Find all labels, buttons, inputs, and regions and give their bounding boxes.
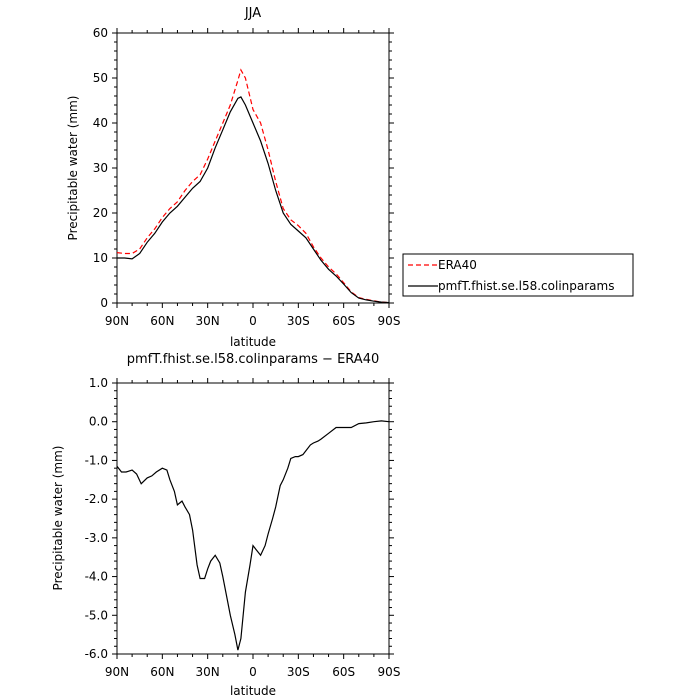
top-x-tick-label: 90S (378, 314, 401, 328)
top-y-tick-label: 40 (93, 116, 108, 130)
legend-box (402, 253, 634, 297)
top-y-tick-label: 60 (93, 26, 108, 40)
legend: ERA40 pmfT.fhist.se.l58.colinparams (402, 253, 634, 297)
top-x-tick-label: 30S (287, 314, 310, 328)
bottom-x-tick-label: 30N (196, 665, 220, 679)
bottom-x-tick-label: 60S (332, 665, 355, 679)
bottom-y-tick-label: -6.0 (85, 647, 108, 661)
top-y-axis-label: Precipitable water (mm) (66, 96, 80, 241)
bottom-y-axis-label: Precipitable water (mm) (51, 446, 65, 591)
bottom-y-tick-label: 1.0 (89, 376, 108, 390)
bottom-plot-frame (116, 382, 390, 655)
top-x-tick-label: 90N (105, 314, 129, 328)
bottom-y-tick-label: -3.0 (85, 531, 108, 545)
bottom-x-tick-label: 30S (287, 665, 310, 679)
bottom-panel: pmfT.fhist.se.l58.colinparams − ERA40 90… (51, 352, 400, 698)
top-series-line-1 (116, 68, 390, 304)
bottom-y-tick-label: -5.0 (85, 608, 108, 622)
bottom-x-axis-label: latitude (230, 684, 276, 698)
top-y-tick-label: 50 (93, 71, 108, 85)
top-x-axis-label: latitude (230, 335, 276, 349)
bottom-y-tick-label: -4.0 (85, 570, 108, 584)
top-x-tick-label: 60S (332, 314, 355, 328)
top-series-line-2 (117, 96, 390, 304)
bottom-series-line-1 (116, 420, 390, 651)
top-panel: JJA 90N 60N 30N 0 30S 60S 90S 0 10 20 30 40 50 60 lat… (66, 6, 400, 349)
bottom-y-tick-label: 0.0 (89, 415, 108, 429)
bottom-x-tick-label: 60N (150, 665, 174, 679)
top-chart-title: JJA (244, 6, 261, 21)
bottom-x-tick-label: 90N (105, 665, 129, 679)
top-x-tick-label: 30N (196, 314, 220, 328)
legend-label-model: pmfT.fhist.se.l58.colinparams (438, 279, 614, 293)
top-y-tick-label: 0 (100, 296, 108, 310)
top-y-tick-label: 30 (93, 161, 108, 175)
top-y-tick-label: 10 (93, 251, 108, 265)
bottom-chart-title: pmfT.fhist.se.l58.colinparams − ERA40 (127, 352, 379, 367)
top-y-tick-label: 20 (93, 206, 108, 220)
bottom-x-tick-label: 0 (249, 665, 257, 679)
top-plot-frame (116, 32, 390, 304)
top-x-tick-label: 0 (249, 314, 257, 328)
top-x-tick-label: 60N (150, 314, 174, 328)
bottom-x-tick-label: 90S (378, 665, 401, 679)
bottom-y-tick-label: -1.0 (85, 453, 108, 467)
bottom-y-tick-label: -2.0 (85, 492, 108, 506)
legend-label-era40: ERA40 (438, 258, 477, 272)
